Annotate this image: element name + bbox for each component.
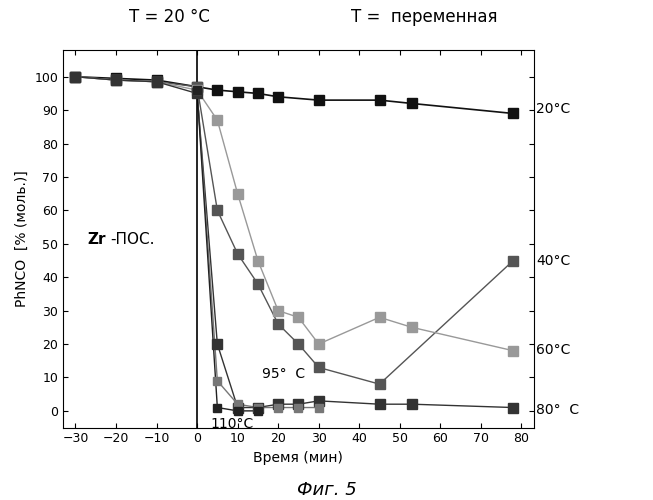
Text: T =  переменная: T = переменная [351,8,498,26]
Y-axis label: PhNCO  [% (моль.)]: PhNCO [% (моль.)] [15,170,29,307]
Text: 40°C: 40°C [536,254,570,268]
Text: 110°C: 110°C [210,416,253,430]
Text: 80°  C: 80° C [536,403,579,417]
Text: Фиг. 5: Фиг. 5 [296,481,357,499]
X-axis label: Время (мин): Время (мин) [253,451,343,465]
Text: 60°C: 60°C [536,343,570,357]
Text: T = 20 °C: T = 20 °C [129,8,210,26]
Text: -ПОС.: -ПОС. [110,232,154,247]
Text: 95°  C: 95° C [262,367,305,381]
Text: Zr: Zr [88,232,106,247]
Text: 20°C: 20°C [536,102,570,116]
